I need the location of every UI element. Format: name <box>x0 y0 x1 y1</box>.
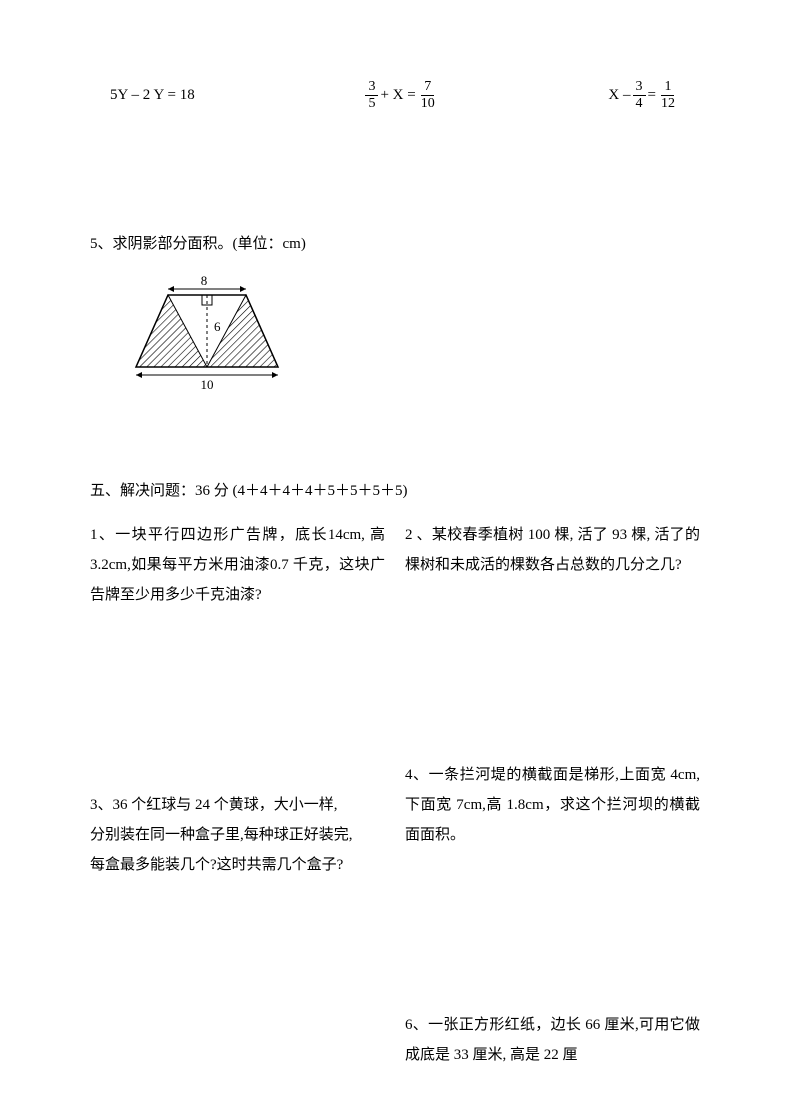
numerator: 3 <box>365 80 378 96</box>
equation-text: = <box>648 87 656 104</box>
equation-1-text: 5Y – 2 Y = 18 <box>110 87 195 104</box>
spacer <box>405 850 700 1010</box>
equation-text: + X = <box>380 87 415 104</box>
numerator: 1 <box>661 80 674 96</box>
section-5-title: 5、求阴影部分面积。(单位：cm) <box>90 231 700 258</box>
problem-4: 4、一条拦河堤的横截面是梯形,上面宽 4cm,下面宽 7cm,高 1.8cm，求… <box>405 760 700 850</box>
fraction: 7 10 <box>418 80 438 111</box>
label-top: 8 <box>201 273 208 288</box>
denominator: 12 <box>658 96 678 111</box>
equations-row: 5Y – 2 Y = 18 3 5 + X = 7 10 X – 3 4 = 1… <box>90 80 700 111</box>
problem-1: 1、一块平行四边形广告牌，底长14cm, 高 3.2cm,如果每平方米用油漆0.… <box>90 520 385 610</box>
numerator: 7 <box>421 80 434 96</box>
numerator: 3 <box>633 80 646 96</box>
label-bottom: 10 <box>201 377 214 392</box>
denominator: 5 <box>365 96 378 111</box>
problems-row-1: 1、一块平行四边形广告牌，底长14cm, 高 3.2cm,如果每平方米用油漆0.… <box>90 520 700 610</box>
spacer <box>90 760 385 790</box>
denominator: 4 <box>633 96 646 111</box>
equation-1: 5Y – 2 Y = 18 <box>110 80 195 111</box>
problems-row-2: 3、36 个红球与 24 个黄球，大小一样, 分别装在同一种盒子里,每种球正好装… <box>90 760 700 1070</box>
fraction: 1 12 <box>658 80 678 111</box>
problem-6: 6、一张正方形红纸，边长 66 厘米,可用它做成底是 33 厘米, 高是 22 … <box>405 1010 700 1070</box>
section-header: 五、解决问题：36 分 (4＋4＋4＋4＋5＋5＋5＋5) <box>90 478 700 505</box>
fraction: 3 5 <box>365 80 378 111</box>
problem-3-line3: 每盒最多能装几个?这时共需几个盒子? <box>90 850 385 880</box>
problem-3-line1: 3、36 个红球与 24 个黄球，大小一样, <box>90 790 385 820</box>
label-height: 6 <box>214 319 221 334</box>
equation-2: 3 5 + X = 7 10 <box>363 80 439 111</box>
equation-3: X – 3 4 = 1 12 <box>608 80 680 111</box>
equation-text: X – <box>608 87 630 104</box>
problem-2: 2 、某校春季植树 100 棵, 活了 93 棵, 活了的棵树和未成活的棵数各占… <box>405 520 700 580</box>
problem-3-line2: 分别装在同一种盒子里,每种球正好装完, <box>90 820 385 850</box>
spacer <box>90 610 700 760</box>
trapezoid-diagram: 8 6 10 <box>120 273 700 408</box>
denominator: 10 <box>418 96 438 111</box>
trapezoid-svg: 8 6 10 <box>120 273 300 403</box>
fraction: 3 4 <box>633 80 646 111</box>
